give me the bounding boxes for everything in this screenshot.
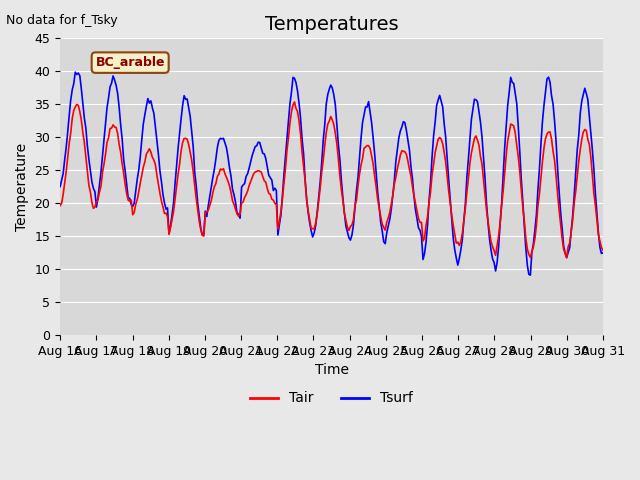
Y-axis label: Temperature: Temperature <box>15 143 29 231</box>
Text: BC_arable: BC_arable <box>95 56 165 69</box>
Text: No data for f_Tsky: No data for f_Tsky <box>6 14 118 27</box>
Legend: Tair, Tsurf: Tair, Tsurf <box>244 386 419 411</box>
X-axis label: Time: Time <box>314 363 349 377</box>
Title: Temperatures: Temperatures <box>265 15 398 34</box>
